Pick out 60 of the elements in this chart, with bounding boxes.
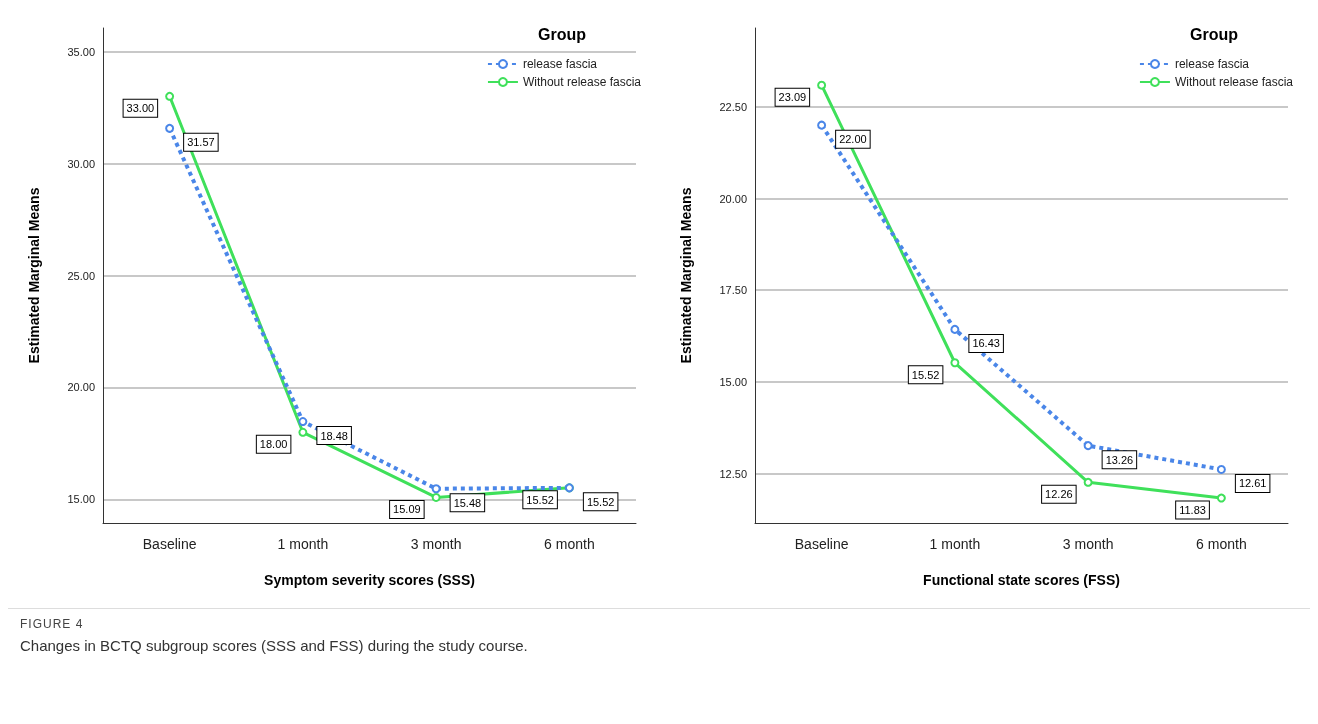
data-label: 15.48 [453,496,482,509]
y-axis-title: Estimated Marginal Means [678,187,694,364]
x-tick-label: 3 month [410,536,462,552]
x-tick-label: 3 month [1062,536,1114,552]
legend-title: Group [1190,25,1239,43]
data-label: 18.48 [320,429,348,442]
legend-label: Without release fascia [522,75,642,89]
y-tick-label: 30.00 [67,157,95,170]
data-label: 13.26 [1105,453,1134,466]
point [1216,464,1226,474]
x-tick-label: Baseline [794,536,849,552]
x-tick-label: Baseline [142,536,197,552]
y-tick-label: 15.00 [719,375,747,388]
point [950,324,960,334]
data-label: 15.52 [586,495,615,508]
data-label: 23.09 [778,91,807,104]
point [1083,477,1093,487]
point [1083,441,1093,451]
point [950,358,960,368]
legend-label: release fascia [1174,57,1250,71]
x-axis-title: Functional state scores (FSS) [923,572,1120,588]
x-axis-title: Symptom severity scores (SSS) [264,572,475,588]
point [298,427,308,437]
x-tick-label: 1 month [929,536,981,552]
y-tick-label: 35.00 [67,45,95,58]
point [1216,493,1226,503]
data-label: 12.26 [1045,488,1073,501]
x-tick-label: 6 month [544,536,595,552]
point [431,484,441,494]
legend-label: Without release fascia [1174,75,1294,89]
data-label: 16.43 [972,337,1000,350]
data-label: 11.83 [1179,504,1206,517]
legend-title: Group [538,25,587,43]
text: Changes in BCTQ subgroup scores (SSS and FSS) during the study course. [20,637,529,654]
caption: FIGURE 4 [20,617,85,631]
point [165,123,175,133]
point [165,91,175,101]
data-label: 15.52 [526,493,554,506]
y-tick-label: 22.50 [719,100,747,113]
y-tick-label: 15.00 [67,493,95,506]
point [817,80,827,90]
y-tick-label: 12.50 [719,467,747,480]
point [431,492,441,502]
data-label: 18.00 [259,438,288,451]
point [298,417,308,427]
data-label: 15.52 [911,368,940,381]
y-axis-title: Estimated Marginal Means [26,187,42,364]
legend-label: release fascia [522,57,598,71]
x-tick-label: 1 month [277,536,329,552]
data-label: 31.57 [187,136,215,149]
x-tick-label: 6 month [1196,536,1247,552]
y-tick-label: 25.00 [67,269,95,282]
data-label: 22.00 [839,133,867,146]
data-label: 33.00 [126,102,155,115]
y-tick-label: 17.50 [719,284,747,297]
data-label: 15.09 [393,503,421,516]
data-label: 12.61 [1238,477,1267,490]
y-tick-label: 20.00 [67,381,95,394]
point [817,120,827,130]
y-tick-label: 20.00 [719,192,747,205]
